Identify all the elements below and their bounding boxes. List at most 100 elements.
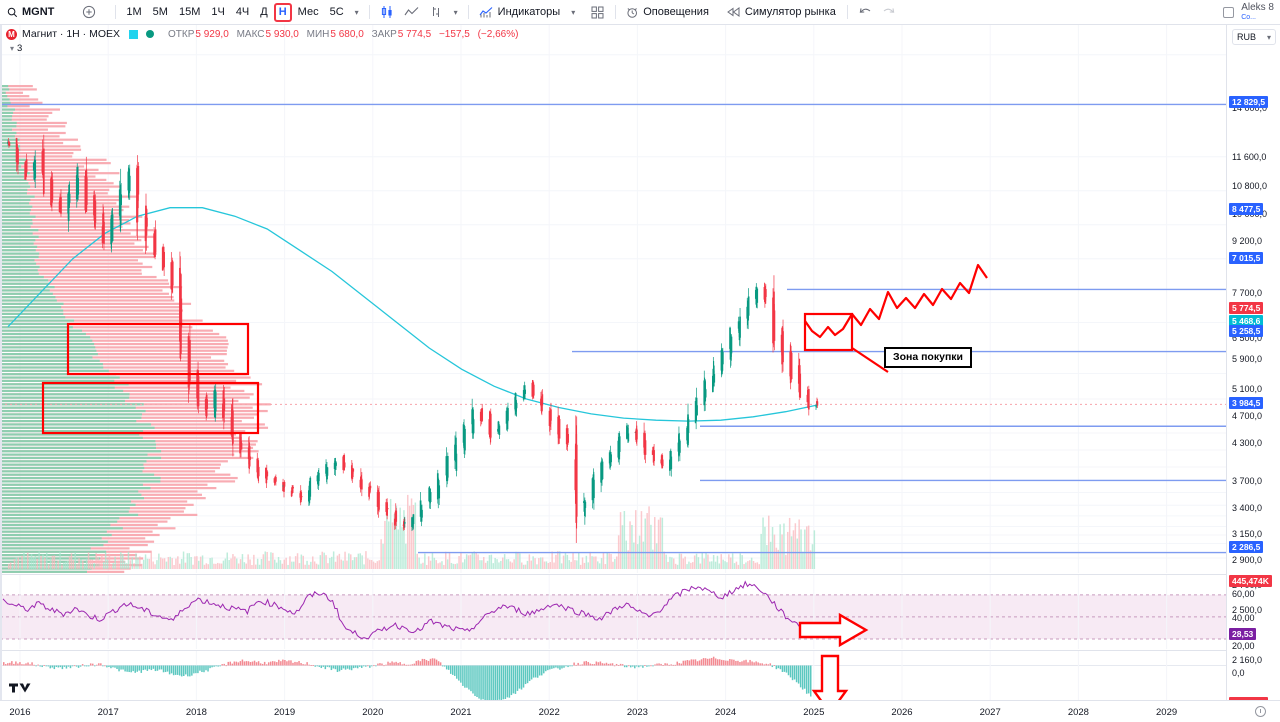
price-badge[interactable]: 2 286,5 [1229, 541, 1264, 553]
timeframe-15M[interactable]: 15M [178, 6, 201, 18]
candlestick-icon [381, 6, 392, 18]
indicators-label: Индикаторы [497, 6, 561, 18]
time-tick-2029: 2029 [1156, 707, 1178, 718]
line-chart-icon [404, 7, 419, 16]
currency-selector[interactable]: RUB ▾ [1232, 29, 1276, 45]
user-menu[interactable]: Aleks 8 Co... [1241, 3, 1274, 21]
price-badge[interactable]: 5 468,6 [1229, 315, 1264, 327]
change-percent: (−2,66%) [477, 28, 519, 40]
time-tick-2027: 2027 [979, 707, 1001, 718]
plus-circle-icon [83, 5, 96, 19]
price-badge[interactable]: 8 477,5 [1229, 203, 1264, 215]
clock-icon[interactable] [1255, 706, 1266, 717]
chart-legend[interactable]: M Магнит · 1Н · MOEX ОТКР5 929,0 МАКС5 9… [6, 27, 523, 41]
timeframe-1Ч[interactable]: 1Ч [211, 6, 225, 18]
ohlc-key-close: ЗАКР [371, 28, 397, 40]
chart-type-candles-button[interactable] [375, 2, 399, 23]
buy-zone-label[interactable]: Зона покупки [884, 347, 972, 368]
timeframe-Мес[interactable]: Мес [297, 6, 319, 18]
price-tick-label: 2 500,0 [1232, 605, 1263, 615]
replay-icon [727, 7, 740, 17]
legend-collapse-row[interactable]: ▾ 3 [10, 43, 22, 54]
indicators-button[interactable]: Индикаторы [474, 2, 566, 23]
volume-bars [8, 494, 816, 569]
price-pane[interactable] [0, 25, 1226, 573]
ohlc-value-close: 5 774,5 [397, 28, 432, 40]
indicator-tick-label: 40,00 [1232, 613, 1255, 623]
time-tick-2016: 2016 [9, 707, 31, 718]
chevron-down-icon: ▾ [571, 7, 576, 17]
chart-type-more-button[interactable]: ▾ [448, 2, 463, 23]
ohlc-value-low: 5 680,0 [330, 28, 364, 40]
price-badge[interactable]: 12 829,5 [1229, 96, 1269, 108]
add-symbol-button[interactable] [77, 2, 101, 23]
chart-type-bars-button[interactable] [424, 2, 448, 23]
indicator-tick-label: 0,0 [1232, 668, 1245, 678]
chart-area[interactable] [0, 25, 1226, 722]
timeframe-Н[interactable]: Н [273, 2, 292, 22]
search-icon [7, 7, 18, 17]
symbol-search-button[interactable]: MGNT [0, 2, 59, 23]
user-drawings[interactable] [41, 263, 988, 435]
price-badge[interactable]: 5 774,5 [1229, 302, 1264, 314]
alerts-button[interactable]: Оповещения [621, 2, 714, 23]
price-axis[interactable]: RUB ▾ 14 000,011 600,010 800,010 000,09 … [1226, 25, 1280, 722]
fullscreen-checkbox[interactable] [1223, 6, 1235, 18]
price-tick-label: 4 300,0 [1232, 438, 1263, 448]
replay-button[interactable]: Симулятор рынка [722, 2, 841, 23]
timeframe-more-button[interactable]: ▾ [349, 2, 364, 23]
price-tick-label: 3 150,0 [1232, 529, 1263, 539]
timeframe-5M[interactable]: 5M [152, 6, 168, 18]
timeframe-5С[interactable]: 5С [329, 6, 344, 18]
price-badge[interactable]: 3 984,5 [1229, 397, 1264, 409]
timeframe-1M[interactable]: 1M [126, 6, 142, 18]
layout-button[interactable] [586, 2, 609, 23]
time-tick-2021: 2021 [450, 707, 472, 718]
moving-average-line [7, 207, 819, 422]
price-badge[interactable]: 7 015,5 [1229, 252, 1264, 264]
redo-button[interactable] [877, 2, 901, 23]
chart-type-line-button[interactable] [399, 2, 424, 23]
price-tick-label: 14 000,0 [1232, 103, 1268, 113]
rsi-pane[interactable] [0, 574, 1226, 649]
price-badge[interactable]: 28,53 [1229, 628, 1257, 640]
time-tick-2026: 2026 [891, 707, 913, 718]
timeframe-Д[interactable]: Д [260, 6, 268, 18]
time-tick-2018: 2018 [185, 707, 207, 718]
ohlc-key-high: МАКС [236, 28, 265, 40]
market-status-dot-icon [146, 30, 155, 38]
time-axis[interactable]: 2016 2017 2018 2019 2020 2021 2022 2023 2024 2025… [0, 700, 1280, 722]
price-badge[interactable]: 5 258,5 [1229, 325, 1264, 337]
alerts-label: Оповещения [643, 6, 709, 18]
macd-histogram [3, 656, 812, 705]
redo-arrow-icon [883, 8, 895, 13]
toolbar-divider-5 [846, 5, 848, 19]
toolbar-right-group: Aleks 8 Co... [1223, 3, 1280, 21]
price-tick-label: 6 500,0 [1232, 333, 1263, 343]
undo-button[interactable] [853, 2, 877, 23]
rsi-grid [0, 575, 1226, 649]
grid-layout-icon [591, 6, 604, 18]
ohlc-value-high: 5 930,0 [265, 28, 299, 40]
timeframe-group: 1M 5M 15M 1Ч 4Ч Д Н Мес 5С [121, 2, 348, 22]
ohlc-values: ОТКР5 929,0 МАКС5 930,0 МИН5 680,0 ЗАКР5… [168, 29, 523, 40]
rsi-arrow-annotation[interactable] [798, 612, 869, 648]
legend-extra-count: 3 [17, 43, 23, 54]
time-tick-2025: 2025 [803, 707, 825, 718]
price-tick-label: 5 900,0 [1232, 354, 1263, 364]
replay-label: Симулятор рынка [744, 6, 836, 18]
price-badge[interactable]: 445,474K [1229, 575, 1272, 587]
time-tick-2020: 2020 [362, 707, 384, 718]
price-tick-label: 10 800,0 [1232, 181, 1268, 191]
toolbar-divider-2 [368, 5, 370, 19]
indicators-more-button[interactable]: ▾ [565, 2, 580, 23]
currency-label: RUB [1237, 32, 1257, 42]
user-subtitle: Co... [1241, 13, 1256, 21]
time-tick-2022: 2022 [538, 707, 560, 718]
price-tick-label: 5 100,0 [1232, 384, 1263, 394]
ohlc-key-low: МИН [306, 28, 330, 40]
timeframe-4Ч[interactable]: 4Ч [235, 6, 250, 18]
ma-series-swatch-icon [129, 29, 139, 39]
legend-title: Магнит · 1Н · MOEX [22, 28, 121, 40]
